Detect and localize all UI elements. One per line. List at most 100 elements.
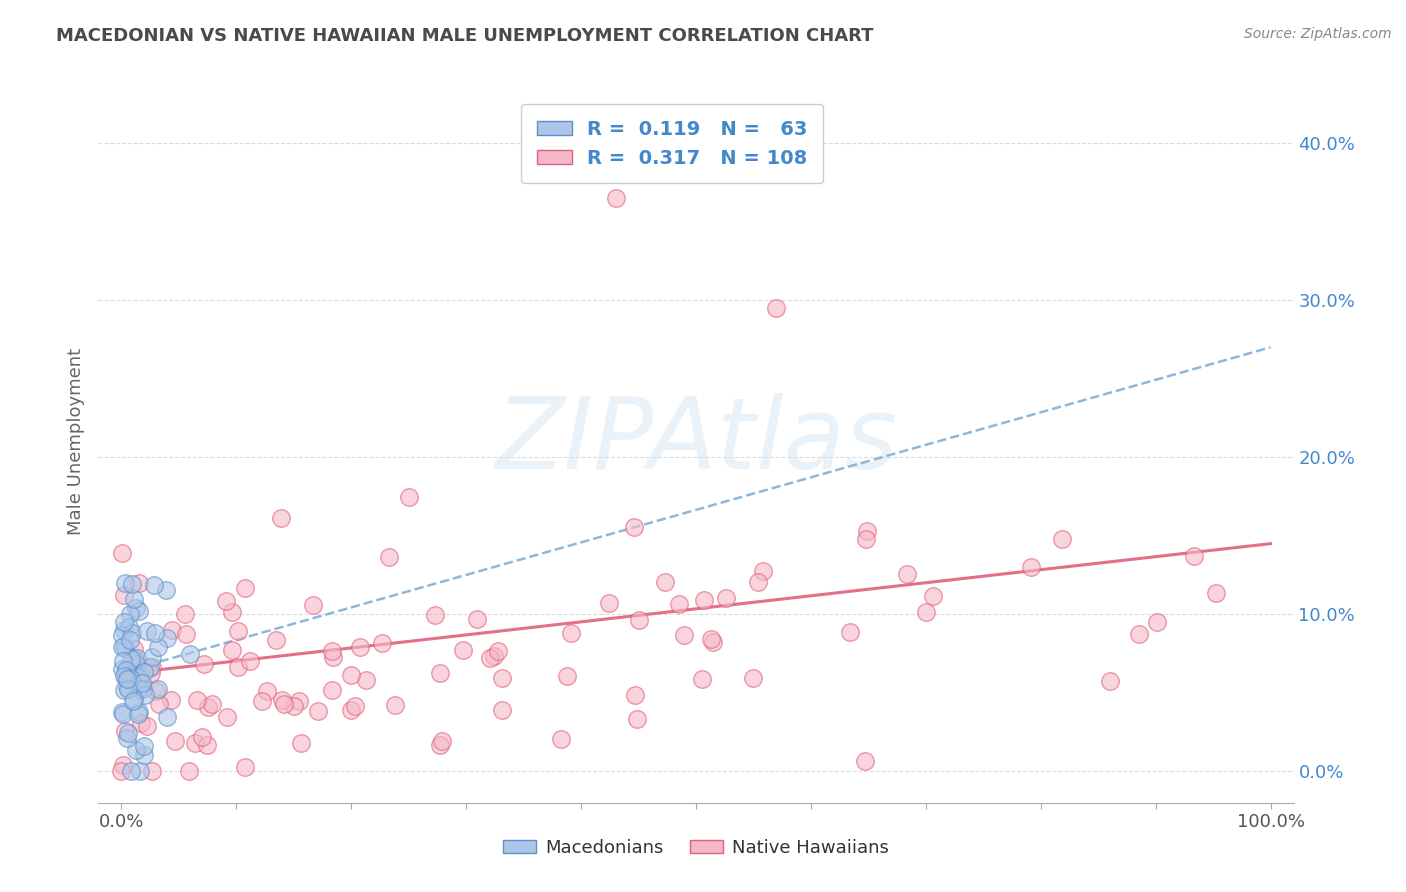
Point: [127, 707, 149, 722]
Point: [221, 643, 243, 657]
Point: [115, 672, 138, 686]
Point: [174, 627, 197, 641]
Point: [120, 764, 142, 779]
Point: [226, 624, 249, 639]
Point: [115, 731, 138, 746]
Point: [120, 607, 142, 622]
Point: [256, 684, 278, 698]
Point: [690, 672, 713, 686]
Point: [856, 524, 879, 538]
Point: [349, 640, 371, 654]
Point: [398, 490, 420, 504]
Point: [139, 665, 162, 680]
Point: [136, 624, 159, 638]
Point: [131, 676, 153, 690]
Point: [114, 575, 136, 590]
Point: [453, 642, 475, 657]
Point: [654, 574, 676, 589]
Point: [626, 712, 648, 726]
Point: [264, 633, 287, 648]
Point: [122, 641, 145, 656]
Point: [914, 605, 936, 619]
Point: [132, 682, 155, 697]
Point: [322, 649, 344, 664]
Point: [146, 640, 169, 654]
Point: [129, 716, 152, 731]
Point: [117, 681, 139, 696]
Point: [271, 693, 294, 707]
Point: [184, 736, 207, 750]
Point: [117, 726, 139, 740]
Point: [146, 681, 169, 696]
Point: [283, 699, 305, 714]
Point: [226, 660, 249, 674]
Point: [111, 707, 134, 722]
Point: [628, 613, 651, 627]
Point: [288, 693, 311, 707]
Point: [143, 626, 166, 640]
Point: [112, 615, 135, 630]
Point: [129, 674, 152, 689]
Point: [239, 654, 262, 668]
Point: [155, 583, 177, 598]
Point: [839, 624, 862, 639]
Point: [120, 632, 142, 647]
Point: [135, 719, 157, 733]
Point: [307, 704, 329, 718]
Point: [765, 301, 787, 315]
Point: [136, 660, 159, 674]
Point: [668, 597, 690, 611]
Y-axis label: Male Unemployment: Male Unemployment: [66, 348, 84, 535]
Point: [1205, 586, 1227, 600]
Point: [186, 692, 208, 706]
Point: [384, 698, 406, 713]
Point: [321, 683, 343, 698]
Point: [1050, 533, 1073, 547]
Point: [125, 657, 148, 671]
Point: [560, 625, 582, 640]
Point: [1184, 549, 1206, 563]
Point: [145, 684, 167, 698]
Point: [128, 671, 150, 685]
Legend: Macedonians, Native Hawaiians: Macedonians, Native Hawaiians: [495, 830, 897, 866]
Point: [128, 575, 150, 590]
Point: [134, 665, 156, 679]
Point: [742, 671, 765, 685]
Point: [156, 631, 179, 645]
Point: [693, 592, 716, 607]
Point: [160, 693, 183, 707]
Point: [221, 606, 243, 620]
Point: [273, 697, 295, 711]
Point: [179, 647, 201, 661]
Point: [623, 520, 645, 534]
Point: [112, 623, 135, 637]
Point: [129, 764, 152, 779]
Point: [129, 668, 152, 682]
Point: [197, 700, 219, 714]
Point: [550, 731, 572, 746]
Point: [122, 694, 145, 708]
Point: [120, 672, 142, 686]
Text: MACEDONIAN VS NATIVE HAWAIIAN MALE UNEMPLOYMENT CORRELATION CHART: MACEDONIAN VS NATIVE HAWAIIAN MALE UNEMP…: [56, 27, 873, 45]
Point: [491, 703, 513, 717]
Point: [124, 743, 146, 757]
Point: [122, 650, 145, 665]
Point: [354, 673, 377, 688]
Point: [120, 652, 142, 666]
Point: [370, 636, 392, 650]
Point: [921, 589, 943, 603]
Point: [853, 754, 876, 768]
Point: [465, 612, 488, 626]
Point: [121, 659, 143, 673]
Point: [486, 644, 509, 658]
Point: [290, 736, 312, 750]
Point: [122, 591, 145, 606]
Point: [423, 608, 446, 623]
Point: [478, 651, 501, 665]
Point: [179, 764, 201, 779]
Point: [112, 640, 135, 654]
Point: [111, 654, 134, 668]
Point: [340, 703, 363, 717]
Point: [321, 644, 343, 658]
Point: [134, 688, 156, 702]
